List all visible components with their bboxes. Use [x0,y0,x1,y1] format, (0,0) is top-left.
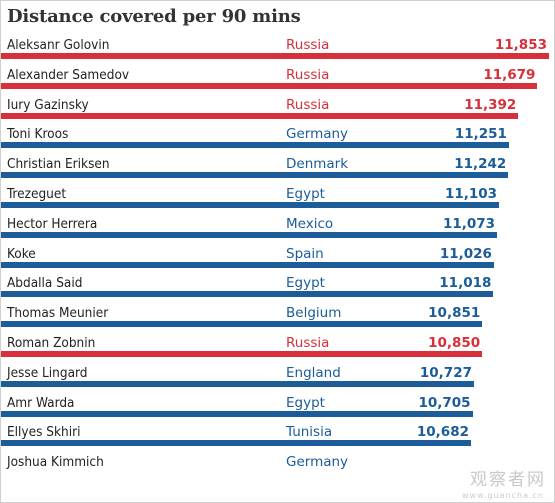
value-label: 11,392 [464,96,517,113]
country-label: Russia [286,96,330,113]
country-label: Germany [286,126,349,143]
chart-row: Joshua Kimmich Germany [1,448,555,478]
chart-row: Trezeguet Egypt 11,103 [1,180,555,210]
chart-title: Distance covered per 90 mins [7,6,301,27]
country-label: Egypt [286,394,325,411]
country-label: Mexico [286,215,334,232]
player-label: Koke [7,245,36,262]
bar [1,380,474,387]
player-label: Alexander Samedov [7,66,130,83]
value-label: 11,242 [454,156,507,173]
player-label: Aleksanr Golovin [7,37,110,53]
bar [1,351,483,357]
bar [1,53,549,59]
value-label: 10,705 [418,394,471,411]
country-label: Tunisia [286,424,333,441]
chart-row: Toni Kroos Germany 11,251 [1,120,555,150]
value-label: 11,679 [483,66,536,83]
country-label: Belgium [286,305,342,322]
bar [1,440,471,447]
value-label: 11,251 [454,126,507,143]
player-label: Abdalla Said [7,275,83,292]
chart-row: Abdalla Said Egypt 11,018 [1,269,555,299]
value-label: 11,103 [444,186,498,202]
bar [1,112,519,119]
value-label: 11,026 [439,245,492,262]
player-label: Jesse Lingard [7,364,88,381]
country-label: Germany [286,454,349,471]
value-label: 10,850 [428,335,481,351]
country-label: Egypt [286,275,325,292]
bar [1,321,483,328]
chart-row: Alexander Samedov Russia 11,679 [1,61,555,91]
chart-row: Christian Eriksen Denmark 11,242 [1,150,555,180]
chart-row: Jesse Lingard England 10,727 [1,359,555,389]
player-label: Iury Gazinsky [7,96,89,113]
chart-row: Iury Gazinsky Russia 11,392 [1,91,555,121]
player-label: Trezeguet [7,186,67,202]
chart-row: Koke Spain 11,026 [1,240,555,270]
country-label: Spain [286,245,324,262]
bar [1,291,494,298]
watermark-logo: 观察者网 [470,470,546,490]
player-label: Thomas Meunier [7,305,109,322]
player-label: Hector Herrera [7,215,98,232]
chart-row: Aleksanr Golovin Russia 11,853 [1,31,555,61]
player-label: Christian Eriksen [7,156,110,173]
country-label: Egypt [286,186,325,202]
value-label: 10,851 [428,305,481,322]
value-label: 11,853 [494,37,547,53]
watermark-url: www.guancha.cn [462,491,544,500]
country-label: Russia [286,66,330,83]
value-label: 11,073 [442,215,496,232]
bar [1,142,509,149]
player-label: Toni Kroos [7,126,69,143]
chart-row: Thomas Meunier Belgium 10,851 [1,299,555,329]
chart-row: Roman Zobnin Russia 10,850 [1,329,555,359]
player-label: Roman Zobnin [7,335,96,351]
player-label: Ellyes Skhiri [7,424,81,441]
player-label: Joshua Kimmich [7,454,104,471]
bar [1,202,500,208]
chart-row: Hector Herrera Mexico 11,073 [1,210,555,240]
bar [1,172,509,179]
bar [1,261,494,268]
country-label: Russia [286,335,330,351]
chart-row: Ellyes Skhiri Tunisia 10,682 [1,418,555,448]
value-label: 11,018 [439,275,492,292]
country-label: England [286,364,341,381]
country-label: Russia [286,37,330,53]
value-label: 10,727 [419,364,472,381]
value-label: 10,682 [416,424,469,441]
bar [1,82,538,89]
player-label: Amr Warda [7,394,75,411]
chart-row: Amr Warda Egypt 10,705 [1,389,555,419]
country-label: Denmark [286,156,349,173]
bar [1,231,498,238]
bar [1,410,473,417]
